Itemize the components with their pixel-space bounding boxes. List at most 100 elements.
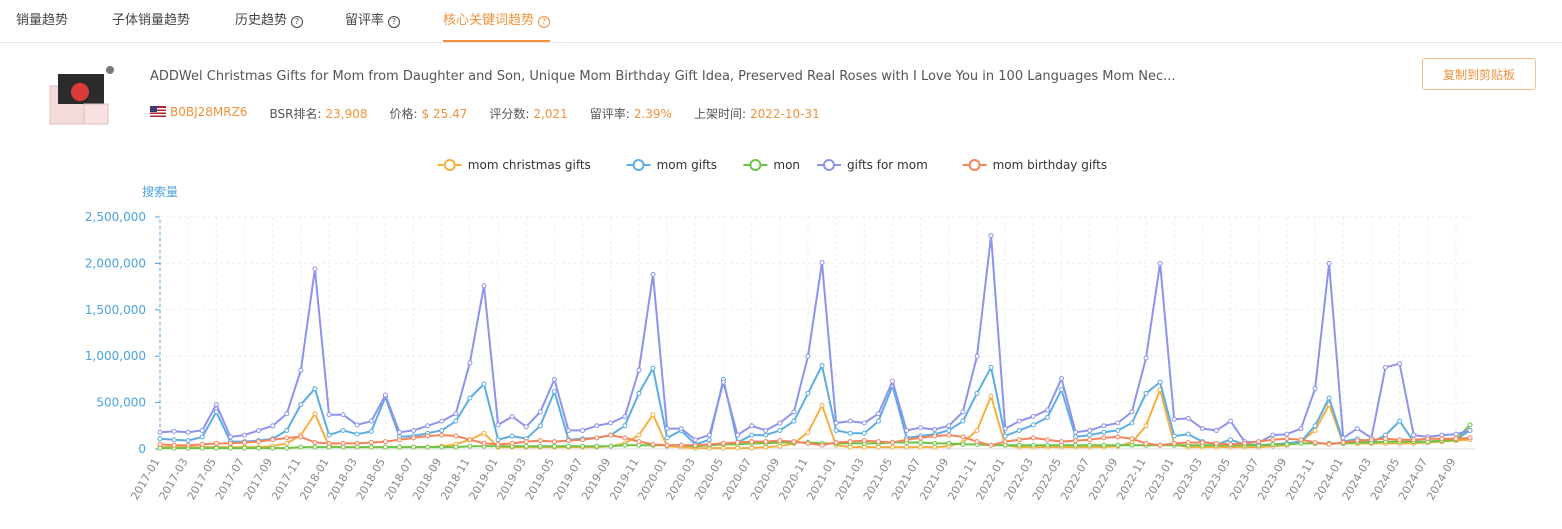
legend-label: mom christmas gifts	[468, 158, 591, 172]
series-line	[159, 434, 1471, 447]
data-point	[1016, 418, 1022, 424]
data-point	[425, 423, 431, 429]
data-point	[889, 440, 895, 446]
data-point	[565, 443, 571, 449]
data-point	[382, 439, 388, 445]
data-point	[537, 443, 543, 449]
data-point	[1312, 427, 1318, 433]
data-point	[1397, 437, 1403, 443]
data-point	[1087, 442, 1093, 448]
stat: 价格: $ 25.47	[390, 105, 468, 122]
legend-item[interactable]: mom birthday gifts	[962, 158, 1108, 172]
data-point	[636, 390, 642, 396]
legend-label: mom gifts	[657, 158, 717, 172]
data-point	[495, 422, 501, 428]
data-point	[326, 432, 332, 438]
data-point	[171, 442, 177, 448]
data-point	[1411, 437, 1417, 443]
data-point	[749, 432, 755, 438]
legend-item[interactable]: mom christmas gifts	[437, 158, 591, 172]
data-point	[946, 423, 952, 429]
data-point	[481, 430, 487, 436]
data-point	[1284, 441, 1290, 447]
legend-item[interactable]: mom gifts	[626, 158, 717, 172]
data-point	[256, 445, 262, 451]
data-point	[284, 435, 290, 441]
data-point	[706, 441, 712, 447]
data-point	[242, 445, 248, 451]
data-point	[227, 440, 233, 446]
data-point	[1101, 429, 1107, 435]
stat-value: 2,021	[533, 107, 568, 121]
data-point	[1044, 437, 1050, 443]
legend-item[interactable]: gifts for mom	[817, 158, 928, 172]
data-point	[988, 233, 994, 239]
data-point	[171, 428, 177, 434]
data-point	[1171, 440, 1177, 446]
data-point	[185, 442, 191, 448]
data-point	[368, 440, 374, 446]
data-point	[1087, 427, 1093, 433]
tab[interactable]: 历史趋势?	[235, 9, 304, 28]
legend-item[interactable]: mon	[743, 158, 800, 172]
data-point	[551, 376, 557, 382]
data-point	[1143, 390, 1149, 396]
help-icon: ?	[538, 16, 551, 28]
data-point	[1101, 442, 1107, 448]
data-point	[833, 420, 839, 426]
data-point	[622, 435, 628, 441]
data-point	[636, 367, 642, 373]
data-point	[678, 426, 684, 432]
y-tick-label: 0	[138, 442, 146, 456]
data-point	[1044, 407, 1050, 413]
data-point	[1397, 418, 1403, 424]
data-point	[1016, 437, 1022, 443]
data-point	[1326, 441, 1332, 447]
data-point	[819, 402, 825, 408]
data-point	[1354, 426, 1360, 432]
tab[interactable]: 销量趋势	[16, 13, 69, 28]
data-point	[960, 409, 966, 415]
data-point	[298, 434, 304, 440]
data-point	[382, 392, 388, 398]
data-point	[1397, 361, 1403, 367]
data-point	[960, 434, 966, 440]
data-point	[1467, 435, 1473, 441]
data-point	[777, 438, 783, 444]
data-point	[1326, 395, 1332, 401]
data-point	[946, 432, 952, 438]
data-point	[650, 365, 656, 371]
stat: 上架时间: 2022-10-31	[694, 105, 820, 122]
data-point	[227, 445, 233, 451]
copy-button[interactable]: 复制到剪贴板	[1422, 58, 1536, 90]
legend-label: mon	[773, 158, 800, 172]
data-point	[340, 440, 346, 446]
tab[interactable]: 留评率?	[345, 9, 401, 28]
data-point	[453, 444, 459, 450]
data-point	[650, 412, 656, 418]
tab[interactable]: 核心关键词趋势?	[443, 9, 551, 42]
data-point	[1171, 416, 1177, 422]
data-point	[1171, 433, 1177, 439]
tab[interactable]: 子体销量趋势	[112, 13, 191, 28]
asin[interactable]: B0BJ28MRZ6	[170, 105, 248, 119]
data-point	[1298, 426, 1304, 432]
series-line	[159, 234, 1471, 444]
data-point	[1143, 423, 1149, 429]
data-point	[1213, 427, 1219, 433]
data-point	[1312, 386, 1318, 392]
data-point	[312, 266, 318, 272]
data-point	[805, 440, 811, 446]
data-point	[1115, 427, 1121, 433]
product-stats: B0BJ28MRZ6 BSR排名: 23,908 价格: $ 25.47 评分数: 2,0…	[150, 105, 820, 122]
legend-label: mom birthday gifts	[993, 158, 1108, 172]
data-point	[537, 423, 543, 429]
data-point	[636, 432, 642, 438]
data-point	[664, 442, 670, 448]
data-point	[185, 438, 191, 444]
data-point	[847, 430, 853, 436]
data-point	[396, 444, 402, 450]
data-point	[861, 430, 867, 436]
data-point	[1002, 426, 1008, 432]
